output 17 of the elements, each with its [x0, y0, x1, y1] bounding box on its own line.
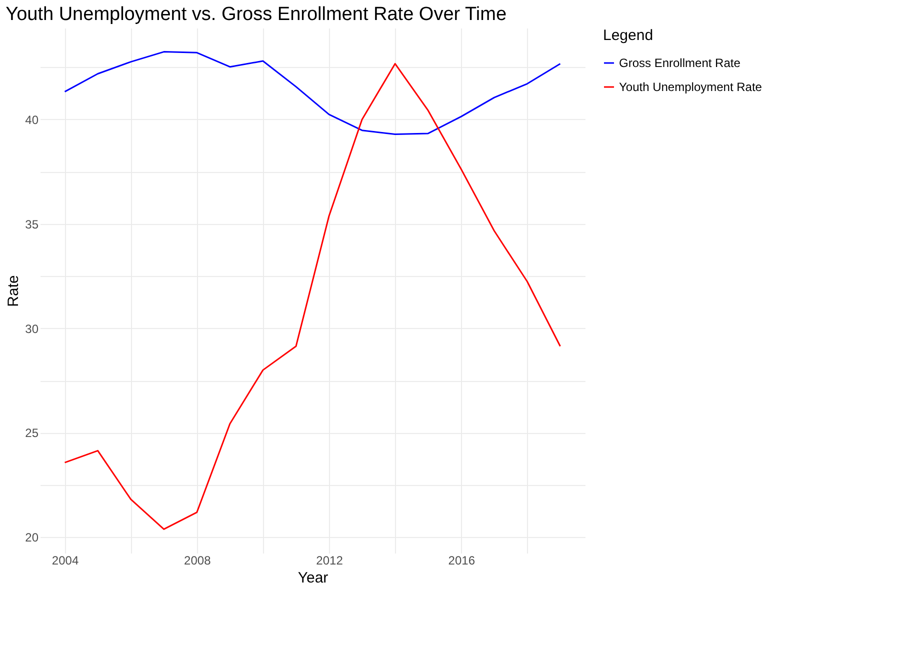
y-axis-title: Rate — [5, 275, 22, 307]
legend-label: Gross Enrollment Rate — [619, 56, 741, 70]
y-tick-label: 35 — [25, 217, 39, 232]
legend-label: Youth Unemployment Rate — [619, 80, 762, 94]
x-tick-label: 2016 — [448, 554, 476, 568]
y-tick-label: 30 — [25, 322, 39, 336]
line-series — [64, 51, 561, 136]
line-series — [64, 62, 561, 530]
x-axis-title: Year — [298, 570, 328, 586]
x-tick-label: 2004 — [52, 554, 79, 568]
y-tick-label: 40 — [25, 112, 39, 127]
legend-title: Legend — [603, 27, 654, 44]
x-tick-label: 2012 — [316, 554, 344, 568]
x-tick-label: 2008 — [184, 554, 212, 568]
y-tick-label: 25 — [25, 426, 39, 440]
y-tick-label: 20 — [25, 530, 39, 545]
chart-title: Youth Unemployment vs. Gross Enrollment Rate Over Time — [6, 4, 507, 25]
